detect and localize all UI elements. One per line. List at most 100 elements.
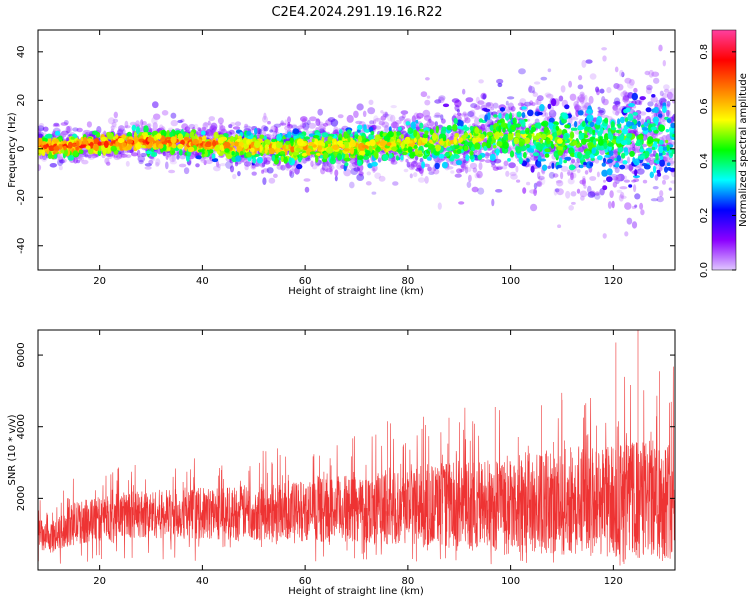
frequency-point: [611, 200, 615, 209]
frequency-point: [655, 152, 659, 161]
frequency-point: [535, 132, 542, 139]
frequency-point: [493, 114, 498, 118]
frequency-point: [484, 159, 492, 164]
frequency-point: [588, 95, 594, 104]
frequency-point: [508, 106, 513, 111]
frequency-point: [110, 125, 115, 131]
x-tick-label: 100: [501, 576, 520, 587]
frequency-point: [386, 142, 392, 147]
frequency-point: [530, 165, 535, 173]
frequency-point: [550, 143, 555, 149]
frequency-point: [611, 127, 617, 131]
frequency-point: [343, 157, 351, 162]
frequency-point: [161, 110, 169, 116]
frequency-point: [502, 165, 508, 170]
frequency-point: [458, 129, 465, 135]
frequency-point: [667, 93, 675, 101]
frequency-point: [456, 112, 462, 117]
frequency-point: [509, 112, 513, 120]
frequency-point: [620, 152, 626, 159]
frequency-point: [434, 162, 440, 170]
frequency-point: [548, 117, 555, 123]
frequency-point: [490, 107, 495, 111]
frequency-point: [434, 121, 438, 127]
frequency-point: [499, 107, 506, 112]
frequency-point: [204, 121, 208, 126]
frequency-point: [644, 70, 651, 76]
frequency-point: [244, 164, 249, 171]
frequency-point: [317, 108, 324, 116]
colorbar-tick-label: 0.2: [699, 208, 710, 224]
frequency-point: [321, 132, 329, 138]
frequency-point: [45, 133, 53, 139]
frequency-point: [343, 131, 348, 139]
frequency-point: [49, 163, 57, 168]
frequency-point: [659, 159, 665, 167]
frequency-point: [265, 139, 271, 146]
frequency-point: [516, 111, 522, 118]
frequency-point: [538, 177, 543, 182]
frequency-point: [462, 111, 467, 116]
frequency-point: [420, 91, 428, 98]
frequency-point: [477, 154, 483, 160]
frequency-point: [470, 146, 475, 152]
frequency-point: [152, 101, 159, 109]
frequency-x-axis-label: Height of straight line (km): [288, 286, 424, 297]
frequency-point: [343, 148, 351, 152]
frequency-point: [581, 138, 587, 145]
frequency-point: [599, 88, 605, 94]
frequency-point: [430, 167, 436, 174]
frequency-point: [611, 176, 619, 181]
frequency-point: [496, 140, 503, 147]
frequency-point: [405, 158, 409, 163]
frequency-point: [275, 142, 283, 149]
frequency-point: [244, 123, 249, 128]
frequency-point: [209, 126, 217, 130]
frequency-point: [665, 129, 670, 133]
frequency-point: [275, 126, 279, 133]
frequency-point: [597, 106, 601, 110]
frequency-point: [639, 202, 644, 210]
frequency-point: [540, 76, 548, 81]
frequency-point: [85, 145, 91, 150]
frequency-point: [612, 104, 619, 111]
frequency-point: [353, 167, 361, 172]
frequency-point: [450, 170, 455, 174]
frequency-point: [612, 181, 618, 188]
frequency-point: [668, 187, 672, 191]
frequency-point: [364, 150, 371, 154]
frequency-point: [67, 141, 73, 149]
frequency-point: [560, 171, 564, 180]
frequency-point: [586, 114, 594, 122]
frequency-point: [478, 162, 483, 171]
frequency-point: [602, 233, 607, 239]
frequency-point: [631, 221, 638, 229]
frequency-point: [589, 73, 597, 80]
frequency-point: [170, 112, 177, 119]
frequency-point: [536, 143, 543, 151]
frequency-point: [592, 129, 596, 134]
frequency-point: [456, 109, 460, 113]
frequency-point: [105, 159, 110, 166]
frequency-point: [634, 204, 638, 208]
frequency-point: [666, 118, 672, 123]
frequency-point: [334, 175, 338, 182]
frequency-point: [212, 140, 217, 147]
frequency-point: [200, 130, 206, 136]
frequency-point: [349, 139, 356, 148]
x-tick-label: 120: [604, 576, 623, 587]
frequency-point: [595, 86, 600, 93]
frequency-point: [589, 176, 597, 181]
frequency-point: [403, 138, 411, 145]
frequency-point: [651, 94, 656, 98]
frequency-point: [493, 131, 500, 140]
frequency-point: [357, 159, 362, 167]
frequency-point: [626, 121, 632, 127]
frequency-point: [651, 146, 656, 151]
frequency-point: [438, 153, 445, 159]
frequency-point: [392, 181, 399, 186]
frequency-point: [183, 137, 190, 141]
frequency-point: [602, 98, 609, 106]
frequency-point: [42, 126, 49, 132]
frequency-point: [107, 117, 116, 125]
